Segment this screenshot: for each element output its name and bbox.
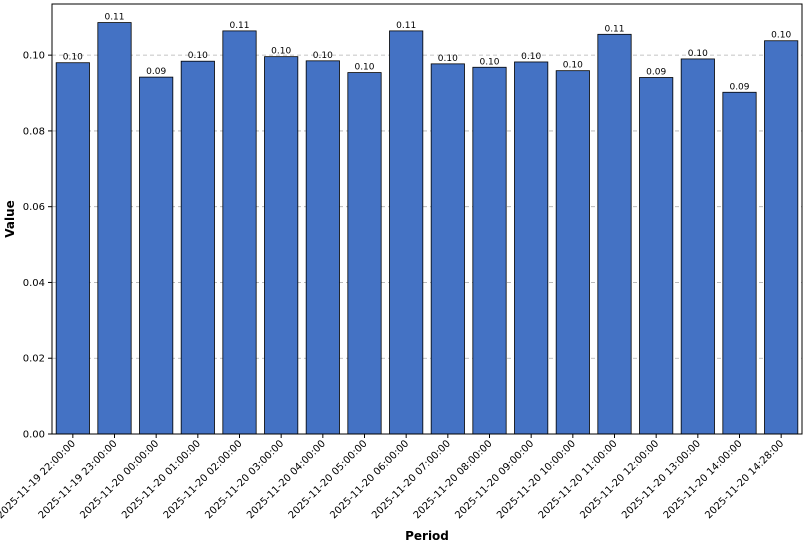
bar-value-label: 0.10	[438, 54, 458, 64]
y-tick-label: 0.06	[23, 202, 45, 213]
bar	[764, 40, 799, 435]
bar-value-label: 0.09	[146, 67, 166, 77]
y-tick-label: 0.04	[23, 278, 45, 289]
bar-value-label: 0.10	[271, 47, 291, 57]
x-tick-label: 2025-11-20 13:00:00	[620, 438, 703, 521]
bar-value-label: 0.11	[396, 21, 416, 31]
bar	[472, 66, 507, 435]
x-tick-label: 2025-11-19 22:00:00	[0, 438, 78, 521]
x-tick-label: 2025-11-19 23:00:00	[37, 438, 120, 521]
y-tick-label: 0.08	[23, 126, 45, 137]
bar-value-label: 0.10	[563, 61, 583, 71]
x-tick-label: 2025-11-20 14:00:00	[662, 438, 745, 521]
y-tick-label: 0.00	[23, 430, 45, 441]
bar-value-label: 0.10	[479, 57, 499, 67]
bar	[222, 30, 257, 435]
x-tick-label: 2025-11-20 06:00:00	[328, 438, 411, 521]
bar-value-label: 0.11	[604, 24, 624, 34]
x-tick-label: 2025-11-20 09:00:00	[453, 438, 536, 521]
y-axis-ticks: 0.00 0.02 0.04 0.06 0.08 0.10	[23, 51, 52, 441]
x-tick-label: 2025-11-20 08:00:00	[412, 438, 495, 521]
x-tick-label: 2025-11-20 12:00:00	[578, 438, 661, 521]
bars	[55, 22, 799, 435]
bar	[430, 63, 465, 435]
bar	[639, 77, 674, 435]
bar	[555, 70, 590, 435]
bar	[389, 30, 424, 435]
bar-value-label: 0.11	[229, 21, 249, 31]
bar	[597, 33, 632, 435]
y-tick-label: 0.10	[23, 51, 45, 62]
bar	[55, 62, 90, 435]
bar-value-label: 0.09	[729, 82, 749, 92]
bar	[722, 91, 757, 435]
bar-value-label: 0.10	[521, 52, 541, 62]
bar	[139, 76, 174, 435]
bar-value-label: 0.11	[104, 13, 124, 23]
bar	[347, 72, 382, 435]
grid-lines	[52, 54, 802, 359]
x-tick-label: 2025-11-20 02:00:00	[162, 438, 245, 521]
x-tick-label: 2025-11-20 14:28:00	[703, 438, 786, 521]
bar-value-label: 0.10	[188, 51, 208, 61]
bar	[180, 60, 215, 435]
bar	[680, 58, 715, 435]
bar-value-label: 0.09	[646, 67, 666, 77]
x-tick-label: 2025-11-20 10:00:00	[495, 438, 578, 521]
bar-value-label: 0.10	[63, 53, 83, 63]
y-axis-title: Value	[3, 200, 17, 238]
x-tick-label: 2025-11-20 11:00:00	[537, 438, 620, 521]
bar-value-label: 0.10	[313, 51, 333, 61]
bar	[514, 61, 549, 435]
bar-value-label: 0.10	[688, 49, 708, 59]
bar	[97, 22, 132, 435]
x-tick-label: 2025-11-20 01:00:00	[120, 438, 203, 521]
bar-value-label: 0.10	[354, 63, 374, 73]
bar	[305, 60, 340, 435]
bar-value-label: 0.10	[771, 31, 791, 41]
bar	[264, 56, 299, 435]
x-tick-label: 2025-11-20 07:00:00	[370, 438, 453, 521]
bar-value-labels: 0.10 0.11 0.09 0.10 0.11 0.10 0.10 0.10 0.11 0.10…	[63, 13, 792, 93]
x-tick-label: 2025-11-20 04:00:00	[245, 438, 328, 521]
x-axis-title: Period	[405, 529, 449, 543]
x-tick-label: 2025-11-20 00:00:00	[78, 438, 161, 521]
x-tick-label: 2025-11-20 05:00:00	[287, 438, 370, 521]
plot-area-frame	[51, 3, 803, 435]
y-tick-label: 0.02	[23, 354, 45, 365]
x-tick-label: 2025-11-20 03:00:00	[203, 438, 286, 521]
